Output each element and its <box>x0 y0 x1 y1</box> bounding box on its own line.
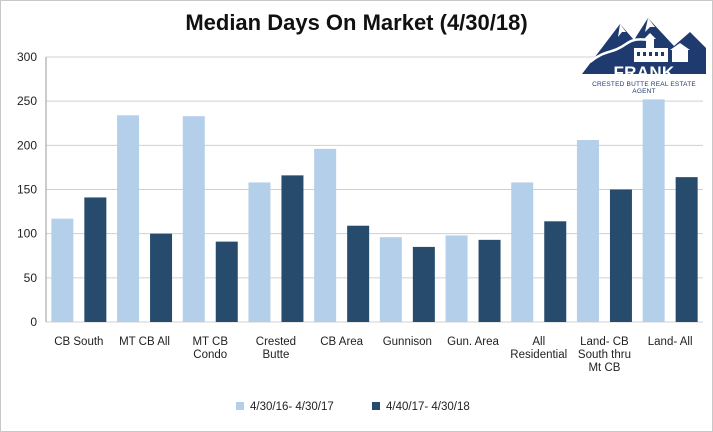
x-tick-label: MT CB All <box>119 336 170 348</box>
bar-series-2 <box>281 175 304 322</box>
bar-series-1 <box>51 218 74 322</box>
bar-series-2 <box>347 225 370 322</box>
y-tick-label: 100 <box>17 227 37 241</box>
x-tick-label: Residential <box>510 349 567 361</box>
x-tick-label: South thru <box>578 349 631 361</box>
bar-series-1 <box>248 182 271 322</box>
bar-series-1 <box>642 99 665 323</box>
logo-tagline: CRESTED BUTTE REAL ESTATE AGENT <box>592 81 696 95</box>
bar-series-1 <box>314 148 337 322</box>
x-tick-label: Mt CB <box>588 362 620 374</box>
bar-series-2 <box>478 239 501 322</box>
x-tick-label: CB South <box>54 336 103 348</box>
bar-series-2 <box>412 246 435 322</box>
bar-series-2 <box>544 221 567 322</box>
x-tick-label: CB Area <box>320 336 363 348</box>
mountain-logo-icon <box>582 18 706 74</box>
y-tick-label: 250 <box>17 94 37 108</box>
bar-series-1 <box>576 140 599 322</box>
legend-label: 4/40/17- 4/30/18 <box>386 401 470 413</box>
x-tick-label: Gun. Area <box>447 336 499 348</box>
logo-name: FRANK KONSELLA <box>596 63 692 102</box>
x-tick-label: Gunnison <box>383 336 432 348</box>
legend-label: 4/30/16- 4/30/17 <box>250 401 334 413</box>
chart-title: Median Days On Market (4/30/18) <box>185 10 528 35</box>
x-tick-label: Land- CB <box>580 336 629 348</box>
y-tick-label: 150 <box>17 183 37 197</box>
x-tick-label: MT CB <box>192 336 228 348</box>
bar-series-2 <box>150 233 173 322</box>
x-tick-label: Land- All <box>648 336 693 348</box>
bar-series-1 <box>182 116 205 322</box>
bar-series-1 <box>511 182 534 322</box>
x-tick-label: All <box>532 336 545 348</box>
y-tick-label: 0 <box>30 315 37 329</box>
bar-series-2 <box>84 197 107 322</box>
y-tick-label: 300 <box>17 50 37 64</box>
bar-series-1 <box>117 115 140 322</box>
legend-swatch <box>236 402 244 410</box>
bar-series-2 <box>675 177 698 322</box>
bar-series-1 <box>445 235 468 322</box>
x-tick-label: Crested <box>256 336 296 348</box>
bar-series-2 <box>609 189 632 322</box>
brand-logo: FRANK KONSELLA CRESTED BUTTE REAL ESTATE… <box>582 10 706 102</box>
y-tick-label: 50 <box>24 271 38 285</box>
bar-series-1 <box>379 237 402 322</box>
y-tick-label: 200 <box>17 138 37 152</box>
bar-series-2 <box>215 241 238 322</box>
legend-swatch <box>372 402 380 410</box>
x-tick-label: Butte <box>263 349 290 361</box>
x-tick-label: Condo <box>193 349 227 361</box>
